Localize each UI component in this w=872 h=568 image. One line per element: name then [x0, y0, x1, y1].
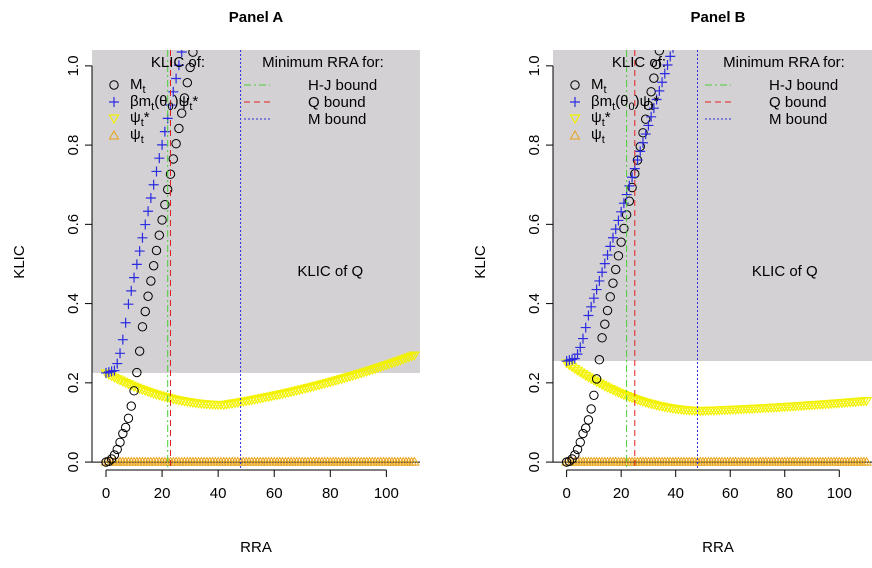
x-axis-label: RRA — [240, 539, 272, 556]
legend-beta-label-part: * — [192, 93, 198, 110]
series-psi — [102, 458, 419, 466]
x-axis-label: RRA — [702, 539, 734, 556]
mt-point — [576, 438, 584, 446]
y-tick-label: 1.0 — [526, 55, 543, 76]
beta-point — [676, 17, 686, 27]
y-tick-label: 0.4 — [65, 293, 82, 314]
mt-point — [127, 402, 135, 410]
mt-point — [116, 438, 124, 446]
panel-title: Panel A — [229, 9, 284, 26]
mt-point — [661, 19, 669, 27]
beta-point — [188, 0, 198, 4]
beta-point — [180, 34, 190, 44]
legend-psi-star-label-part: * — [605, 109, 611, 126]
x-tick-label: 80 — [322, 485, 339, 502]
mt-point — [590, 391, 598, 399]
mt-point — [124, 414, 132, 422]
y-tick-label: 0.4 — [526, 293, 543, 314]
y-tick-label: 0.0 — [526, 452, 543, 473]
legend-beta-label-part: )ψ — [174, 93, 190, 110]
legend-mt-label-part: M — [591, 76, 604, 93]
legend-hj-label: H-J bound — [308, 77, 377, 94]
x-tick-label: 40 — [210, 485, 227, 502]
panel-b: Panel B KLIC of Q 0.0 0.2 0.4 0.6 0.8 1.0 0 20 40 6… — [472, 0, 872, 556]
y-axis-label: KLIC — [11, 245, 28, 279]
legend-psi-label-part: ψ — [130, 126, 141, 143]
mt-point — [587, 405, 595, 413]
y-tick-label: 0.2 — [526, 372, 543, 393]
legend-psi-star-label-part: ψ — [130, 109, 141, 126]
beta-point — [185, 7, 195, 17]
legend-klic-title: KLIC of: — [151, 54, 205, 71]
y-tick-label: 0.8 — [65, 135, 82, 156]
y-axis: 0.0 0.2 0.4 0.6 0.8 1.0 — [65, 55, 92, 472]
legend-rra-title: Minimum RRA for: — [723, 54, 845, 71]
legend-m-label: M bound — [308, 111, 366, 128]
shaded-region-label: KLIC of Q — [297, 263, 363, 280]
legend-psi-star-label-part: * — [144, 109, 150, 126]
legend-q-label: Q bound — [308, 94, 366, 111]
x-tick-label: 80 — [776, 485, 793, 502]
beta-point — [679, 8, 689, 18]
legend-beta-label-part: βm — [591, 93, 612, 110]
y-tick-label: 0.6 — [526, 214, 543, 235]
x-tick-label: 60 — [266, 485, 283, 502]
mt-point — [192, 33, 200, 41]
y-tick-label: 0.8 — [526, 135, 543, 156]
y-axis: 0.0 0.2 0.4 0.6 0.8 1.0 — [526, 55, 553, 472]
mt-point — [194, 17, 202, 25]
y-tick-label: 0.0 — [65, 452, 82, 473]
series-psi — [562, 458, 871, 466]
panel-a: Panel A KLIC of Q 0.0 0.2 0.4 0.6 0.8 1.0 0 20 40 6… — [11, 0, 420, 556]
legend-beta-label-part: (θ — [615, 93, 628, 110]
legend-hj-label: H-J bound — [769, 77, 838, 94]
legend-klic-title: KLIC of: — [612, 54, 666, 71]
legend-q-label: Q bound — [769, 94, 827, 111]
legend-beta-label-part: βm — [130, 93, 151, 110]
x-tick-label: 20 — [154, 485, 171, 502]
legend-m-label: M bound — [769, 111, 827, 128]
x-tick-label: 40 — [667, 485, 684, 502]
beta-point — [673, 25, 683, 35]
mt-point — [584, 416, 592, 424]
y-tick-label: 0.6 — [65, 214, 82, 235]
mt-point — [658, 33, 666, 41]
legend-beta-label-part: )ψ — [635, 93, 651, 110]
x-tick-label: 0 — [102, 485, 110, 502]
beta-point — [182, 20, 192, 30]
series-psi-star — [562, 360, 871, 415]
x-axis: 0 20 40 60 80 100 — [562, 470, 851, 502]
shaded-region-label: KLIC of Q — [752, 263, 818, 280]
legend-mt-label-part: M — [130, 76, 143, 93]
panel-title: Panel B — [690, 9, 745, 26]
x-axis: 0 20 40 60 80 100 — [102, 470, 399, 502]
beta-point — [671, 34, 681, 44]
legend-rra-title: Minimum RRA for: — [262, 54, 384, 71]
mt-point — [663, 6, 671, 14]
legend-psi-label-part: ψ — [591, 126, 602, 143]
y-tick-label: 1.0 — [65, 55, 82, 76]
beta-point — [684, 0, 694, 1]
x-tick-label: 100 — [827, 485, 852, 502]
x-tick-label: 100 — [374, 485, 399, 502]
legend-psi-star-label-part: ψ — [591, 109, 602, 126]
legend-psi-label-part: t — [141, 134, 144, 146]
x-tick-label: 60 — [722, 485, 739, 502]
legend-psi-label-part: t — [602, 134, 605, 146]
legend-beta-label-part: (θ — [154, 93, 167, 110]
x-tick-label: 0 — [562, 485, 570, 502]
legend-beta-label-part: * — [653, 93, 659, 110]
y-axis-label: KLIC — [472, 245, 489, 279]
y-tick-label: 0.2 — [65, 372, 82, 393]
mt-point — [197, 2, 205, 10]
x-tick-label: 20 — [613, 485, 630, 502]
